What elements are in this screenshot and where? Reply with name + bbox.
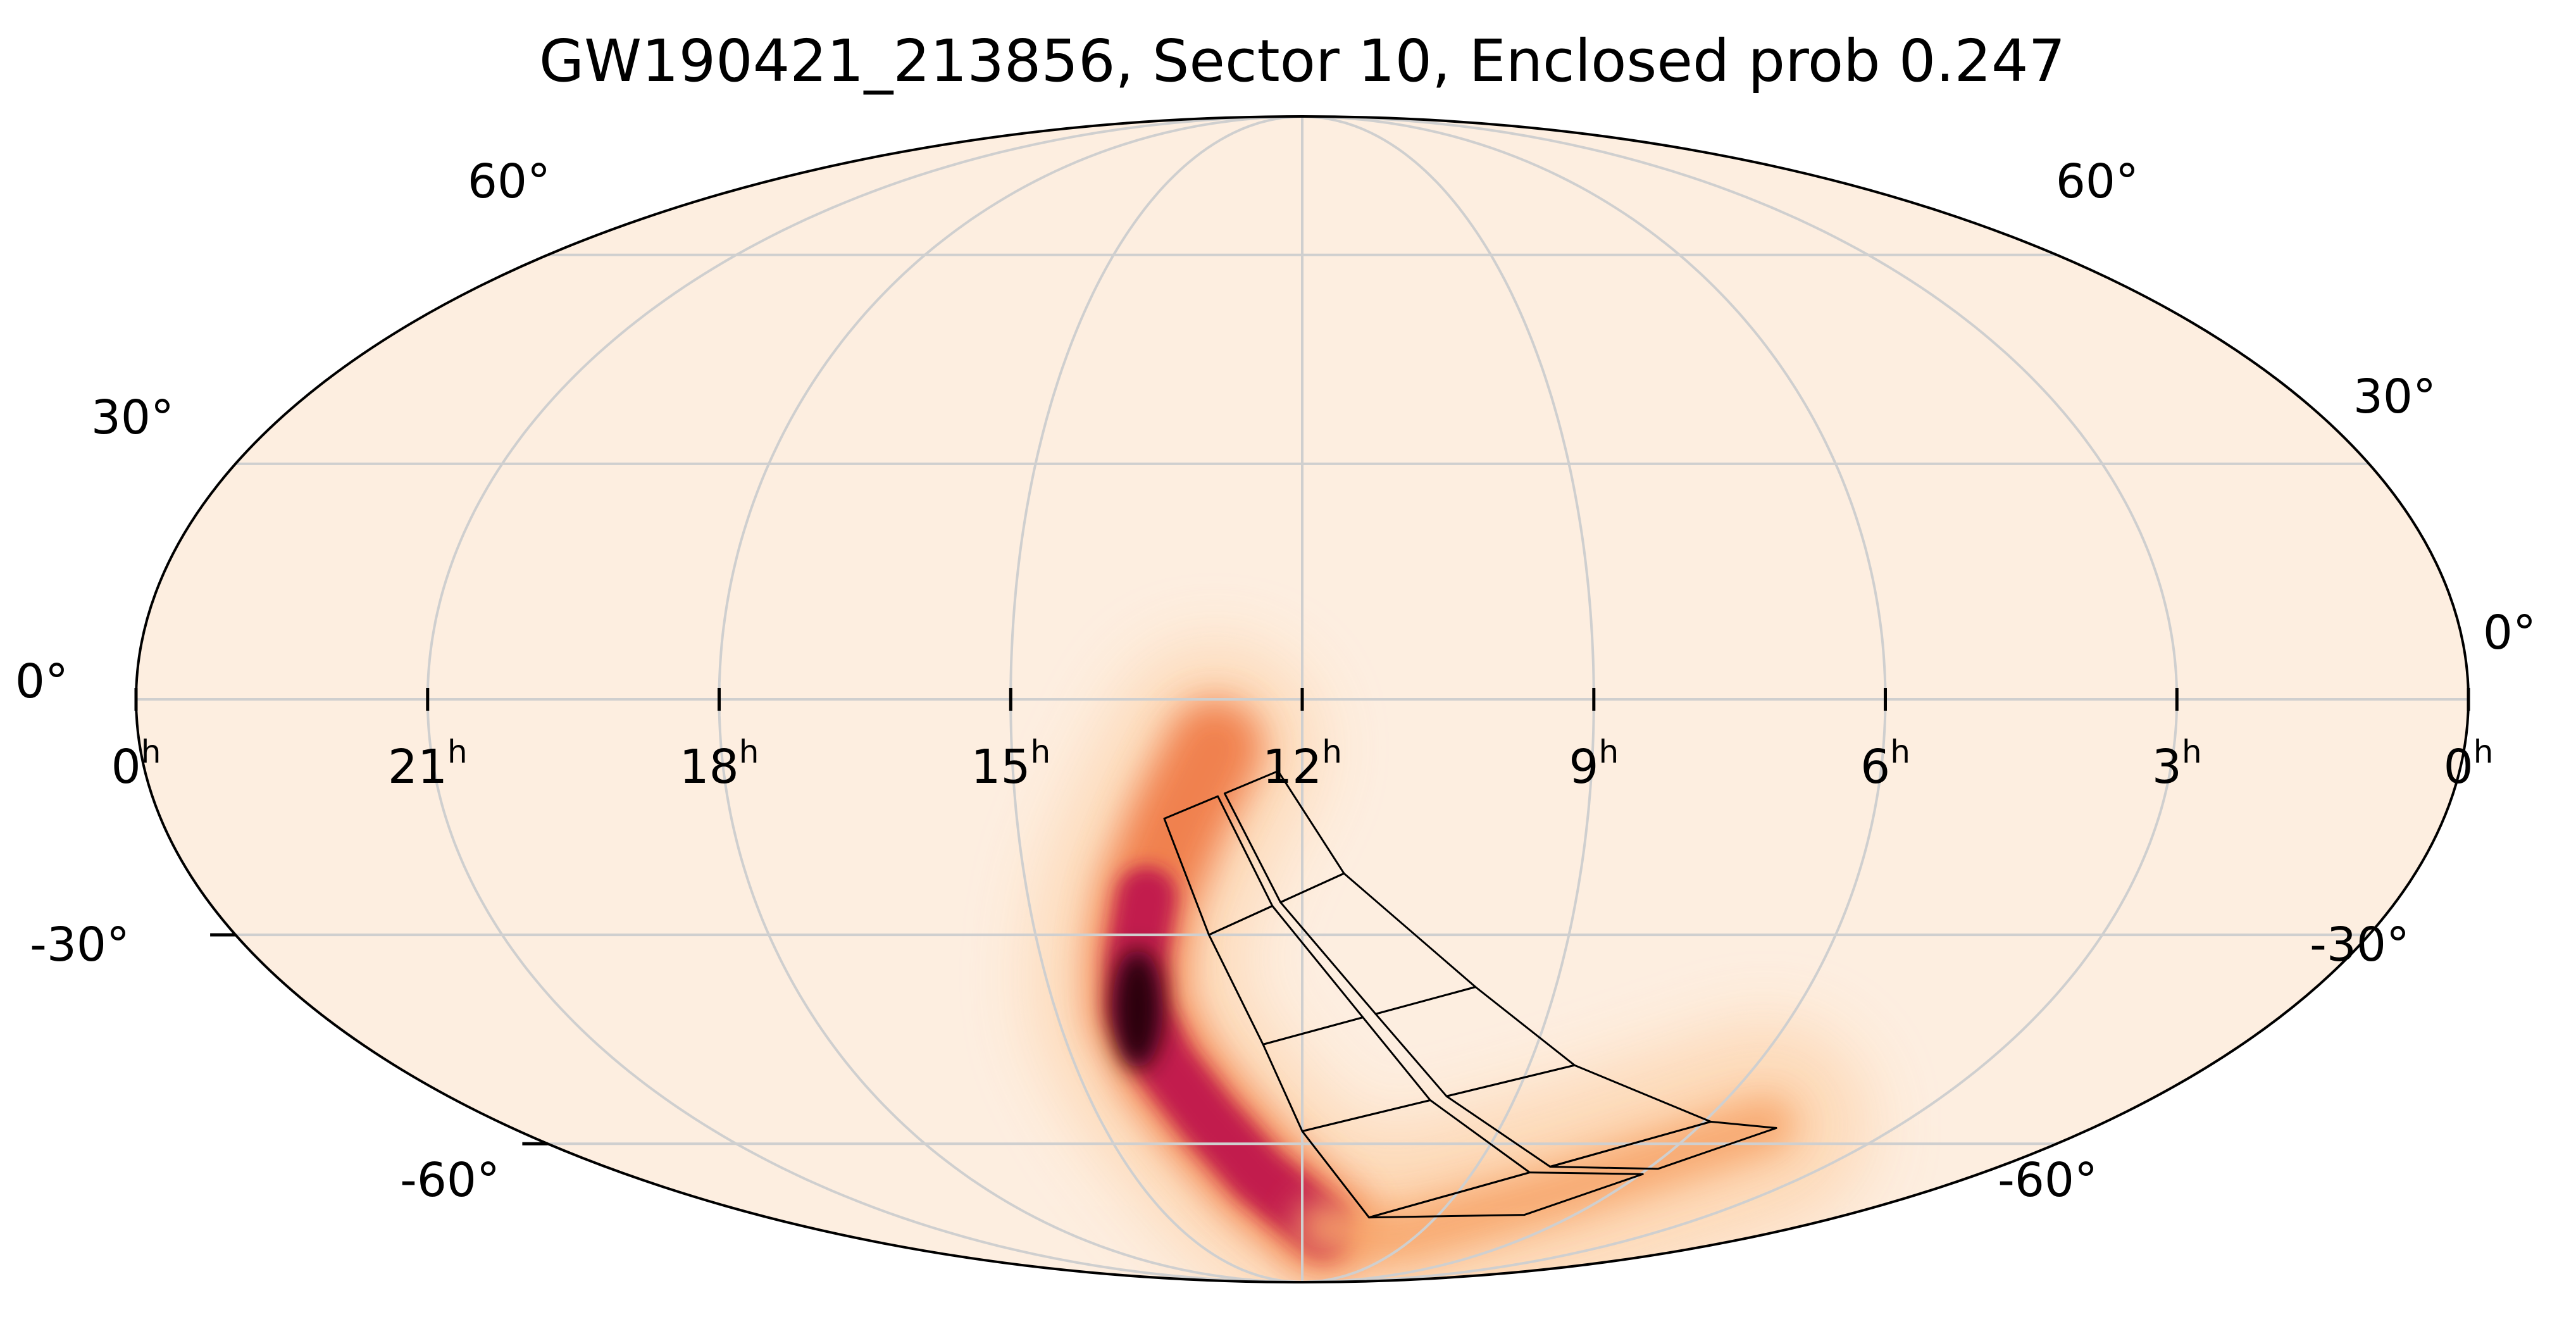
ra-label: 6h (1860, 733, 1910, 794)
ccd-cell (1368, 1171, 1644, 1219)
latitude-label-left: 60° (468, 154, 551, 209)
ra-label: 0h (2444, 733, 2494, 794)
latitude-label-left: 0° (15, 654, 68, 709)
latitude-label-left: 30° (91, 390, 174, 445)
latitude-label-right: -60° (1998, 1153, 2098, 1208)
sector-footprint (1163, 770, 1777, 1219)
latitude-label-right: 0° (2483, 606, 2536, 660)
latitude-labels: 60° 30° 0° -30° -60° 60° 30° 0° -30° -60° (15, 154, 2536, 1208)
latitude-label-right: -30° (2310, 918, 2410, 972)
ra-label: 15h (971, 733, 1050, 794)
ra-ticks (134, 688, 2470, 1145)
ra-label: 3h (2152, 733, 2202, 794)
latitude-label-right: 30° (2353, 370, 2436, 424)
latitude-label-left: -30° (30, 918, 130, 972)
latitude-label-left: -60° (400, 1153, 500, 1208)
latitude-label-right: 60° (2056, 154, 2139, 209)
probability-peak (1112, 949, 1163, 1069)
ccd-cell (1549, 1120, 1777, 1170)
probability-tail (1294, 1096, 1796, 1266)
plot-title: GW190421_213856, Sector 10, Enclosed pro… (539, 27, 2065, 95)
